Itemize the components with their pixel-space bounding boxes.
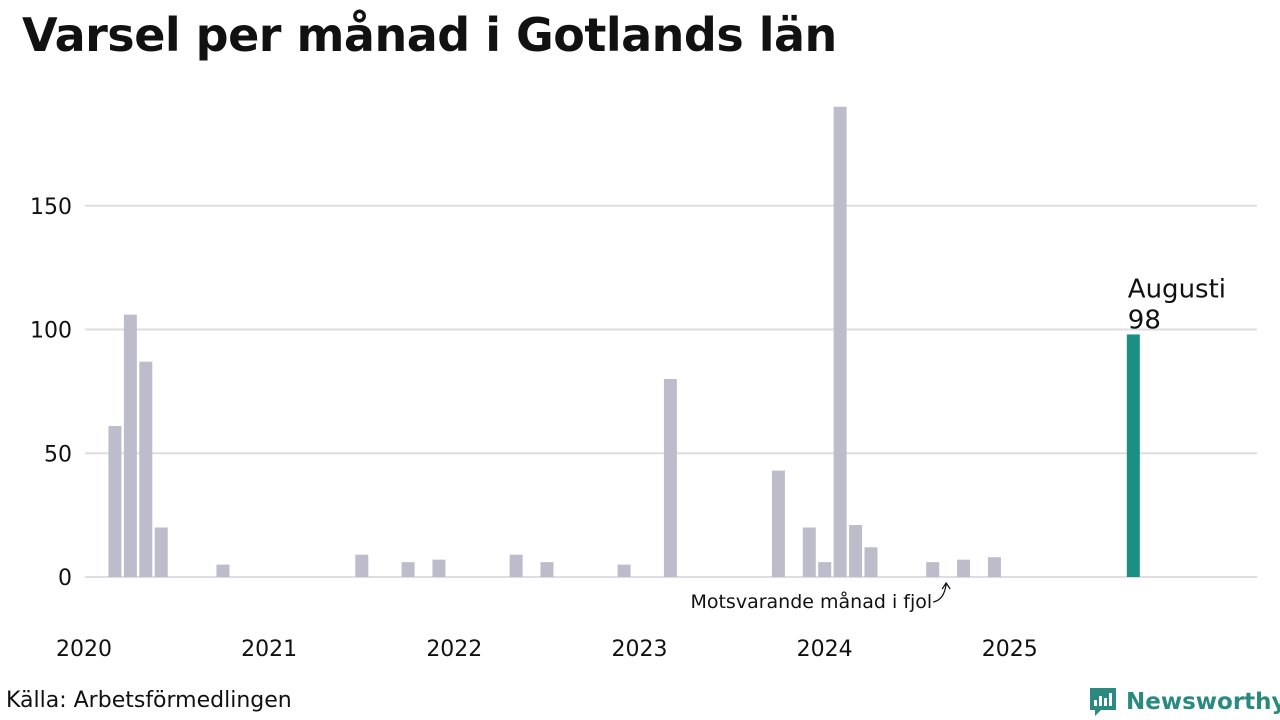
bar (540, 562, 554, 577)
bar (849, 525, 863, 577)
y-axis-tick-labels: 0 50 100 150 (30, 195, 72, 591)
bar (432, 559, 446, 577)
y-tick-label: 150 (30, 195, 72, 220)
previous-year-annotation: Motsvarande månad i fjol (690, 590, 932, 613)
highlight-month-label: Augusti (1128, 274, 1226, 304)
newsworthy-logo-icon (1090, 688, 1116, 716)
bar (864, 547, 878, 577)
bar (771, 470, 785, 577)
x-axis-tick-labels: 2020 2021 2022 2023 2024 2025 (56, 637, 1038, 662)
bar (123, 314, 137, 577)
bar (833, 106, 847, 577)
x-tick-label: 2022 (426, 637, 482, 662)
bar (818, 562, 832, 577)
bar (154, 527, 168, 577)
bar (802, 527, 816, 577)
chart-title: Varsel per månad i Gotlands län (22, 8, 837, 62)
bar (509, 554, 523, 577)
annotations: Augusti 98 Motsvarande månad i fjol (690, 274, 1226, 613)
bar (401, 562, 415, 577)
bar (139, 361, 153, 577)
source-note: Källa: Arbetsförmedlingen (6, 688, 292, 713)
x-tick-label: 2020 (56, 637, 112, 662)
x-tick-label: 2023 (611, 637, 667, 662)
bar (108, 426, 122, 577)
brand-logo: Newsworthy (1088, 684, 1280, 720)
bar-chart: 0 50 100 150 2020 2021 2022 2023 2024 2025 Augus… (30, 106, 1257, 662)
bar (355, 554, 369, 577)
bar (926, 562, 940, 577)
bar (617, 564, 631, 577)
brand-name: Newsworthy (1126, 689, 1280, 715)
highlight-bar (1126, 334, 1140, 577)
x-tick-label: 2025 (982, 637, 1038, 662)
bar (987, 557, 1001, 577)
x-tick-label: 2024 (797, 637, 853, 662)
y-tick-label: 100 (30, 319, 72, 344)
previous-year-arrow (933, 581, 951, 603)
bar (216, 564, 230, 577)
highlight-value-label: 98 (1128, 305, 1161, 335)
bar (957, 559, 971, 577)
y-tick-label: 0 (58, 566, 72, 591)
y-tick-label: 50 (44, 442, 72, 467)
bars (108, 106, 1140, 577)
x-tick-label: 2021 (241, 637, 297, 662)
bar (663, 379, 677, 577)
